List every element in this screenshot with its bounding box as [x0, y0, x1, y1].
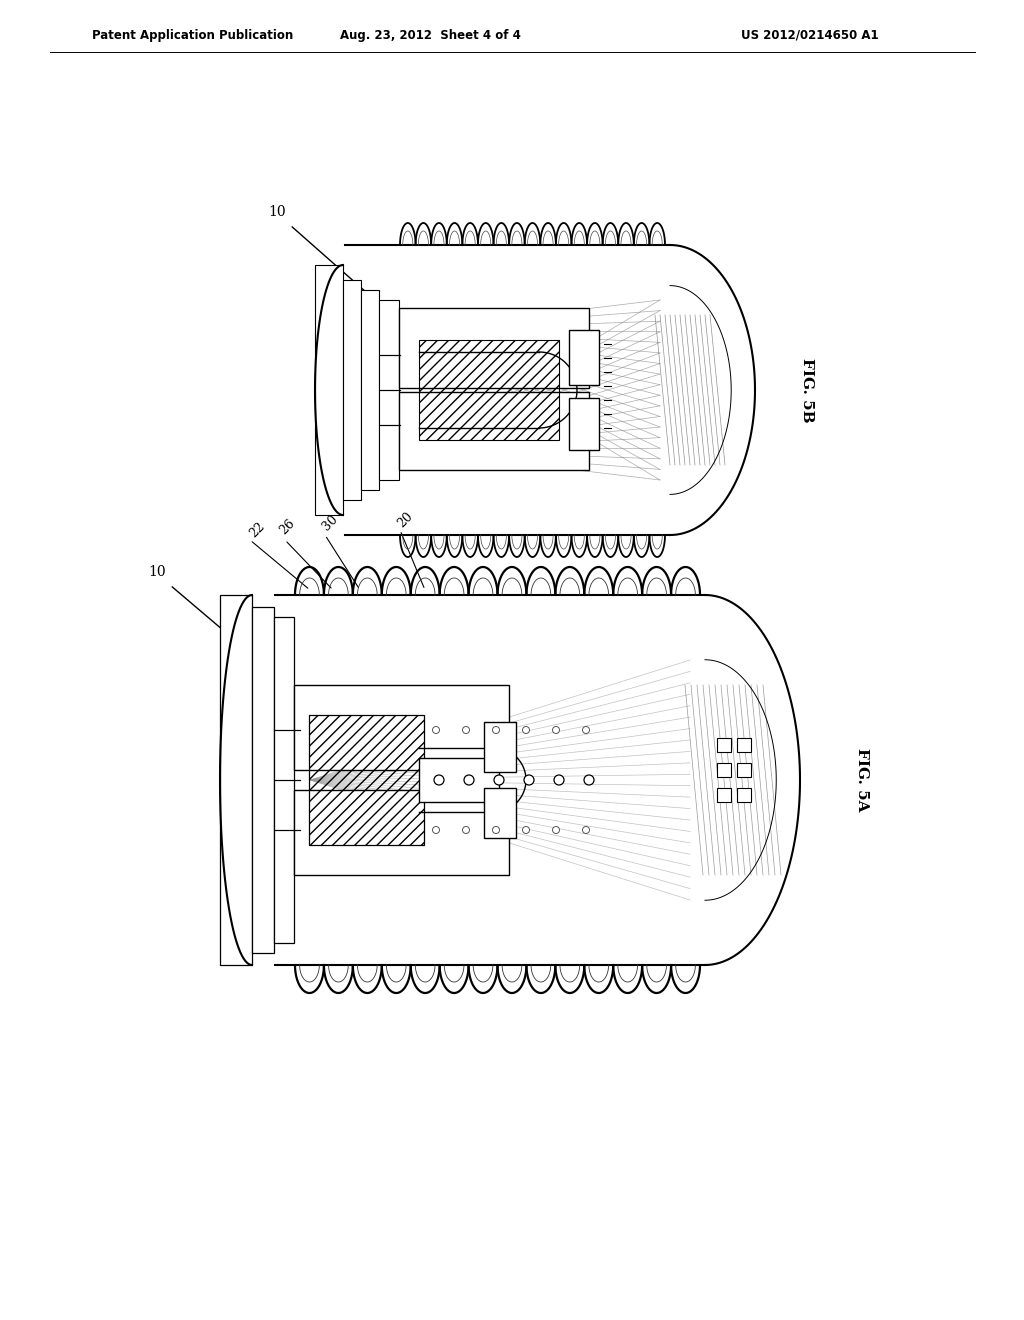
Bar	[419, 758, 499, 803]
Bar	[399, 392, 589, 470]
Bar	[361, 290, 379, 490]
Text: 10: 10	[148, 565, 166, 579]
Bar	[419, 341, 559, 440]
Bar	[717, 763, 731, 777]
Text: 26: 26	[276, 517, 297, 537]
Bar	[379, 300, 399, 480]
Circle shape	[464, 775, 474, 785]
Circle shape	[583, 726, 590, 734]
Bar	[737, 738, 751, 752]
Bar	[717, 788, 731, 803]
Bar	[343, 280, 361, 500]
Circle shape	[524, 775, 534, 785]
Circle shape	[463, 826, 469, 833]
Circle shape	[434, 775, 444, 785]
Bar	[252, 607, 274, 953]
Bar	[220, 595, 252, 965]
Circle shape	[432, 826, 439, 833]
Circle shape	[522, 826, 529, 833]
Bar	[399, 308, 589, 388]
Circle shape	[463, 726, 469, 734]
Text: 30: 30	[319, 512, 340, 533]
Circle shape	[584, 775, 594, 785]
Bar	[484, 722, 516, 772]
Bar	[737, 788, 751, 803]
Text: Patent Application Publication: Patent Application Publication	[92, 29, 293, 41]
Circle shape	[553, 726, 559, 734]
Circle shape	[554, 775, 564, 785]
Text: FIG. 5A: FIG. 5A	[855, 748, 869, 812]
Text: 22: 22	[247, 520, 267, 540]
Bar	[569, 399, 599, 450]
Text: 10: 10	[268, 205, 286, 219]
Bar	[484, 788, 516, 838]
Bar	[737, 763, 751, 777]
Circle shape	[432, 726, 439, 734]
Bar	[309, 715, 424, 845]
Bar	[569, 330, 599, 385]
Text: US 2012/0214650 A1: US 2012/0214650 A1	[741, 29, 879, 41]
Text: Aug. 23, 2012  Sheet 4 of 4: Aug. 23, 2012 Sheet 4 of 4	[340, 29, 520, 41]
Circle shape	[493, 826, 500, 833]
Circle shape	[493, 726, 500, 734]
Circle shape	[583, 826, 590, 833]
Bar	[294, 685, 509, 770]
Circle shape	[494, 775, 504, 785]
Bar	[274, 616, 294, 942]
Bar	[294, 789, 509, 875]
Text: 20: 20	[395, 510, 415, 531]
Circle shape	[553, 826, 559, 833]
Bar	[315, 265, 343, 515]
Circle shape	[522, 726, 529, 734]
Text: FIG. 5B: FIG. 5B	[800, 358, 814, 422]
Bar	[717, 738, 731, 752]
